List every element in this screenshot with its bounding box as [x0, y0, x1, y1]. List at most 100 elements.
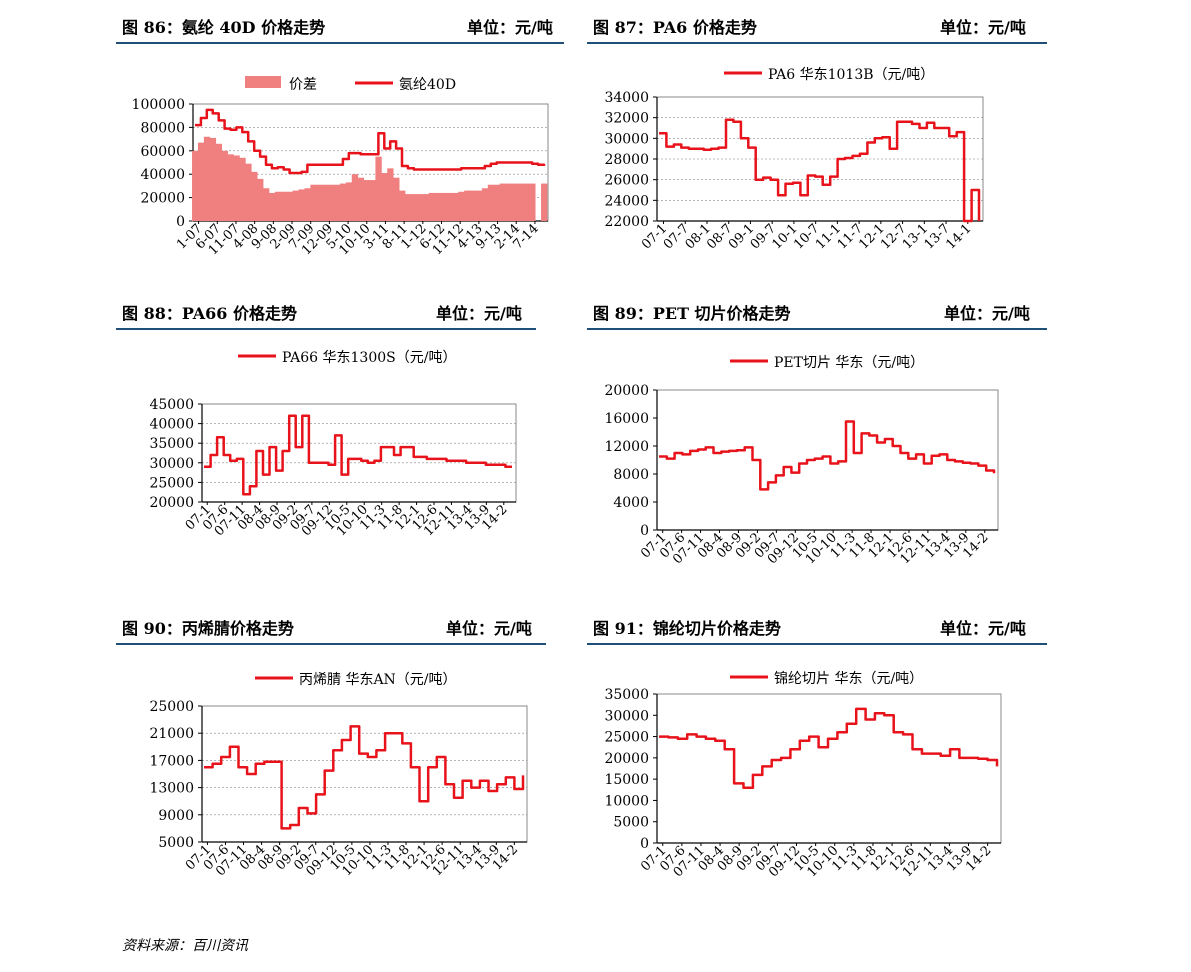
area-bar: [452, 192, 459, 221]
area-bar: [328, 184, 335, 221]
y-tick-label: 25000: [149, 475, 194, 491]
y-tick-label: 13000: [149, 781, 194, 797]
area-bar: [357, 177, 364, 221]
area-bar: [263, 188, 270, 221]
area-bar: [233, 155, 240, 221]
area-bar: [416, 194, 424, 221]
area-bar: [475, 190, 483, 221]
area-bar: [493, 184, 501, 221]
area-bar: [209, 137, 217, 221]
area-bar: [422, 194, 430, 221]
y-tick-label: 80000: [140, 120, 185, 136]
area-bar: [251, 171, 258, 221]
y-tick-label: 5000: [158, 835, 194, 851]
series-line: [204, 725, 525, 830]
area-bar: [387, 168, 394, 221]
area-bar: [280, 191, 288, 221]
legend-label: PA6 华东1013B（元/吨）: [768, 67, 934, 83]
area-bar: [192, 150, 199, 221]
y-tick-label: 25000: [604, 730, 649, 746]
unit-fig89: 单位：元/吨: [944, 304, 1030, 323]
x-tick-label: 14-1: [943, 221, 974, 252]
area-bar: [304, 188, 311, 221]
area-bar: [274, 191, 282, 221]
y-tick-label: 30000: [604, 131, 649, 147]
y-tick-label: 8000: [613, 467, 649, 483]
y-tick-label: 40000: [140, 167, 185, 183]
area-bar: [481, 188, 489, 221]
legend-label: PET切片 华东（元/吨）: [774, 355, 924, 371]
y-tick-label: 22000: [604, 214, 649, 230]
area-bar: [345, 182, 353, 221]
area-bar: [292, 190, 299, 221]
area-bar: [239, 157, 246, 221]
area-bar: [257, 178, 264, 221]
unit-fig86: 单位：元/吨: [467, 18, 553, 37]
area-bar: [203, 136, 211, 221]
divider-fig88: [116, 328, 536, 330]
y-tick-label: 21000: [149, 726, 194, 742]
chart-3: 04000800012000160002000007-107-607-1108-…: [604, 355, 999, 567]
area-bar: [298, 189, 305, 221]
area-bar: [215, 143, 223, 221]
y-tick-label: 12000: [604, 439, 649, 455]
area-bar: [428, 192, 435, 221]
area-bar: [381, 173, 388, 221]
divider-fig90: [116, 643, 546, 645]
plot-frame: [656, 693, 1002, 844]
chart-1: 2200024000260002800030000320003400007-10…: [604, 67, 984, 252]
divider-fig86: [116, 42, 564, 44]
y-tick-label: 17000: [149, 753, 194, 769]
area-bar: [268, 192, 276, 221]
series-line: [659, 118, 981, 223]
area-bar: [511, 183, 518, 221]
y-tick-label: 15000: [604, 772, 649, 788]
y-tick-label: 60000: [140, 144, 185, 160]
y-tick-label: 32000: [604, 111, 649, 127]
y-tick-label: 20000: [149, 495, 194, 511]
area-bar: [221, 150, 228, 221]
y-tick-label: 20000: [604, 383, 649, 399]
chart-2: 20000250003000035000400004500007-107-607…: [149, 350, 517, 539]
y-tick-label: 0: [640, 523, 649, 539]
y-tick-label: 16000: [604, 411, 649, 427]
unit-fig88: 单位：元/吨: [436, 304, 522, 323]
unit-fig90: 单位：元/吨: [446, 619, 532, 638]
area-bar: [470, 190, 477, 221]
area-bar: [393, 177, 400, 221]
area-bar: [351, 174, 359, 221]
chart-4: 500090001300017000210002500007-107-607-1…: [149, 672, 528, 879]
y-tick-label: 34000: [604, 90, 649, 106]
area-bar: [458, 191, 465, 221]
y-tick-label: 25000: [149, 699, 194, 715]
legend-label: 锦纶切片 华东（元/吨）: [774, 670, 923, 687]
series-line: [204, 414, 512, 496]
y-tick-label: 30000: [604, 708, 649, 724]
area-bar: [375, 156, 382, 221]
y-tick-label: 24000: [604, 193, 649, 209]
unit-fig87: 单位：元/吨: [940, 18, 1026, 37]
title-fig89: 图 89：PET 切片价格走势: [593, 304, 791, 323]
y-tick-label: 10000: [604, 793, 649, 809]
y-tick-label: 4000: [613, 495, 649, 511]
area-bar: [286, 191, 294, 221]
legend-swatch: [245, 76, 281, 88]
y-tick-label: 40000: [149, 417, 194, 433]
legend-label: 氨纶40D: [399, 77, 456, 93]
unit-fig91: 单位：元/吨: [940, 619, 1026, 638]
y-tick-label: 35000: [604, 687, 649, 703]
area-bar: [227, 154, 234, 221]
y-tick-label: 45000: [149, 397, 194, 413]
area-bar: [334, 184, 341, 221]
area-bar: [446, 192, 453, 221]
series-line: [195, 108, 546, 175]
y-tick-label: 20000: [140, 191, 185, 207]
area-bar: [245, 163, 252, 221]
area-bar: [322, 184, 329, 221]
source-note: 资料来源：百川资讯: [122, 938, 248, 954]
area-bar: [369, 180, 376, 221]
area-bar: [310, 184, 317, 221]
title-fig86: 图 86：氨纶 40D 价格走势: [122, 18, 326, 37]
y-tick-label: 35000: [149, 436, 194, 452]
area-bar: [541, 183, 548, 221]
